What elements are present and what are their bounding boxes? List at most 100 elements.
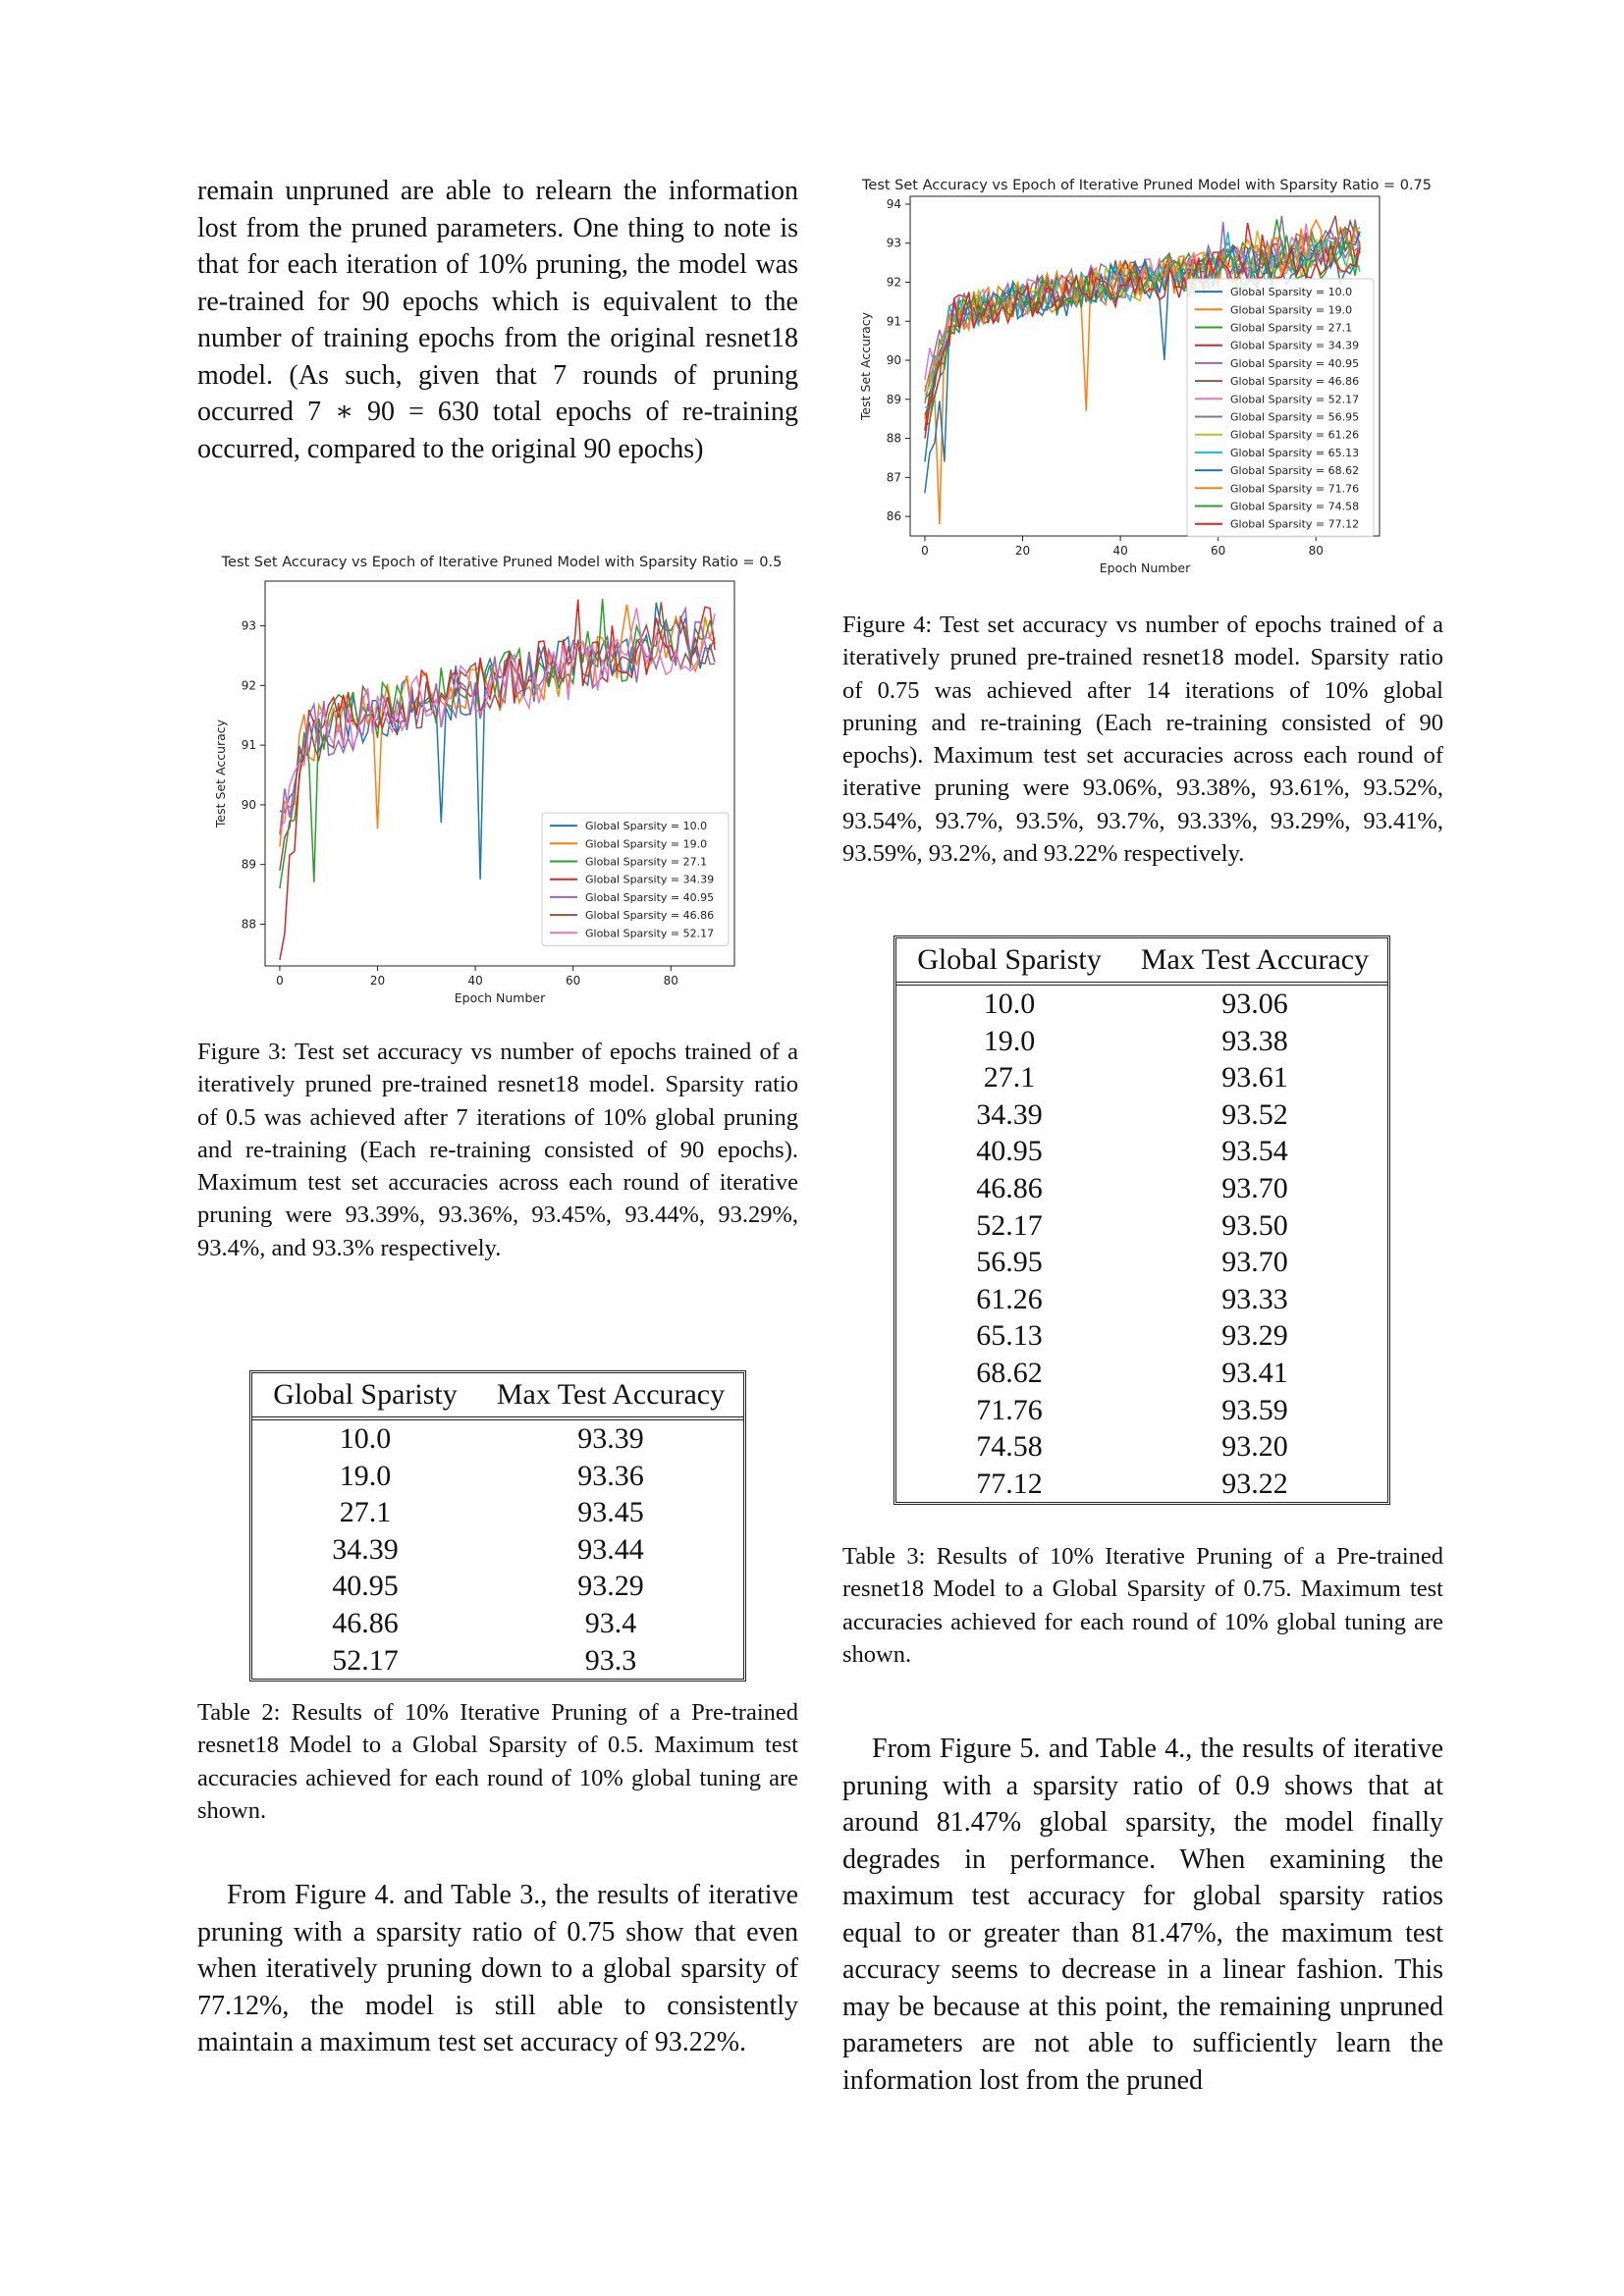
x-tick-label: 80 <box>664 974 678 988</box>
x-tick-label: 20 <box>370 974 385 988</box>
y-axis-label: Test Set Accuracy <box>213 719 228 828</box>
table-row: 34.39 93.52 <box>896 1096 1387 1134</box>
cell-sparsity: 46.86 <box>976 1171 1043 1204</box>
table-2-caption: Table 2: Results of 10% Iterative Prunin… <box>197 1696 798 1827</box>
cell-accuracy: 93.4 <box>584 1606 637 1639</box>
y-tick-label: 88 <box>242 917 256 931</box>
table-3-caption: Table 3: Results of 10% Iterative Prunin… <box>842 1540 1443 1671</box>
cell-sparsity: 40.95 <box>976 1135 1043 1168</box>
legend-box <box>541 812 730 946</box>
series-line <box>924 234 1361 439</box>
cell-accuracy: 93.52 <box>1221 1097 1288 1131</box>
legend-label: Global Sparsity = 19.0 <box>585 837 707 850</box>
cell-sparsity: 77.12 <box>976 1467 1043 1500</box>
table-row: 46.86 93.70 <box>896 1170 1387 1207</box>
legend-label: Global Sparsity = 40.95 <box>585 891 714 904</box>
series-line <box>279 608 716 829</box>
chart-title: Test Set Accuracy vs Epoch of Iterative … <box>861 178 1432 193</box>
x-tick-label: 60 <box>566 974 580 988</box>
cell-sparsity: 65.13 <box>976 1319 1043 1353</box>
table-row: 34.39 93.44 <box>252 1531 743 1569</box>
legend-label: Global Sparsity = 77.12 <box>1230 518 1359 531</box>
legend-label: Global Sparsity = 46.86 <box>1230 375 1359 388</box>
figure-3-caption: Figure 3: Test set accuracy vs number of… <box>197 1036 798 1264</box>
y-tick-label: 87 <box>887 470 901 484</box>
y-tick-label: 92 <box>887 275 901 289</box>
cell-accuracy: 93.33 <box>1221 1282 1288 1315</box>
cell-accuracy: 93.38 <box>1221 1024 1288 1057</box>
figure-3-chart: Test Set Accuracy vs Epoch of Iterative … <box>211 550 800 1011</box>
caption-text: Table 3: Results of 10% Iterative Prunin… <box>842 1543 1443 1668</box>
x-tick-label: 20 <box>1015 544 1030 558</box>
cell-sparsity: 52.17 <box>332 1643 399 1677</box>
table-row: 74.58 93.20 <box>896 1428 1387 1466</box>
left-column: remain unpruned are able to relearn the … <box>197 173 798 467</box>
plot-frame <box>909 195 1380 537</box>
cell-accuracy: 93.06 <box>1221 988 1288 1020</box>
series-line <box>924 218 1361 389</box>
legend-label: Global Sparsity = 19.0 <box>1230 303 1352 316</box>
cell-accuracy: 93.36 <box>577 1459 644 1492</box>
cell-sparsity: 34.39 <box>976 1097 1043 1131</box>
caption-text: Figure 4: Test set accuracy vs number of… <box>842 612 1443 868</box>
x-tick-label: 0 <box>921 544 929 558</box>
y-tick-label: 89 <box>242 858 256 872</box>
table-row: 77.12 93.22 <box>896 1466 1387 1503</box>
table-row: 61.26 93.33 <box>896 1281 1387 1318</box>
cell-accuracy: 93.3 <box>584 1643 637 1677</box>
legend-label: Global Sparsity = 34.39 <box>1230 340 1359 352</box>
legend-label: Global Sparsity = 52.17 <box>1230 393 1359 405</box>
table-row: 68.62 93.41 <box>896 1355 1387 1392</box>
legend-label: Global Sparsity = 56.95 <box>1230 411 1359 424</box>
table-header-accuracy: Max Test Accuracy <box>496 1378 726 1411</box>
cell-sparsity: 10.0 <box>983 988 1036 1020</box>
figure-4-caption: Figure 4: Test set accuracy vs number of… <box>842 609 1443 870</box>
y-tick-label: 86 <box>887 509 901 523</box>
x-axis-label: Epoch Number <box>455 990 546 1005</box>
legend-label: Global Sparsity = 10.0 <box>585 820 707 832</box>
x-tick-label: 0 <box>276 974 284 988</box>
cell-sparsity: 61.26 <box>976 1282 1043 1315</box>
y-tick-label: 90 <box>887 353 901 367</box>
y-tick-label: 93 <box>887 237 901 250</box>
table-row: 40.95 93.54 <box>896 1133 1387 1170</box>
cell-accuracy: 93.70 <box>1221 1171 1288 1204</box>
table-row: 27.1 93.45 <box>252 1494 743 1531</box>
cell-sparsity: 27.1 <box>339 1496 392 1529</box>
table-row: 19.0 93.36 <box>252 1458 743 1495</box>
figure-4-svg: Test Set Accuracy vs Epoch of Iterative … <box>858 178 1432 575</box>
table-2: Global Sparisty Max Test Accuracy 10.0 93… <box>249 1370 746 1682</box>
left-bottom-text: From Figure 4. and Table 3., the results… <box>197 1877 798 2061</box>
cell-sparsity: 19.0 <box>983 1024 1036 1057</box>
paragraph: remain unpruned are able to relearn the … <box>197 176 798 464</box>
cell-accuracy: 93.29 <box>1221 1319 1288 1353</box>
y-tick-label: 94 <box>887 197 901 211</box>
legend-label: Global Sparsity = 65.13 <box>1230 447 1359 459</box>
cell-sparsity: 74.58 <box>976 1430 1043 1464</box>
y-axis-label: Test Set Accuracy <box>858 311 873 421</box>
paragraph: From Figure 4. and Table 3., the results… <box>197 1880 798 2057</box>
x-axis-label: Epoch Number <box>1100 561 1191 575</box>
cell-sparsity: 52.17 <box>976 1208 1043 1242</box>
table-row: 40.95 93.29 <box>252 1568 743 1605</box>
y-tick-label: 93 <box>242 619 256 633</box>
table-row: 56.95 93.70 <box>896 1244 1387 1281</box>
cell-sparsity: 34.39 <box>332 1532 399 1566</box>
cell-accuracy: 93.39 <box>577 1422 644 1455</box>
cell-sparsity: 71.76 <box>976 1393 1043 1426</box>
right-bottom-text: From Figure 5. and Table 4., the results… <box>842 1731 1443 2099</box>
cell-accuracy: 93.22 <box>1221 1467 1288 1500</box>
legend-box <box>1186 278 1375 538</box>
table-row: 65.13 93.29 <box>896 1317 1387 1355</box>
cell-sparsity: 56.95 <box>976 1246 1043 1279</box>
cell-accuracy: 93.44 <box>577 1532 644 1566</box>
table-header-sparsity: Global Sparisty <box>917 943 1102 976</box>
cell-sparsity: 10.0 <box>339 1422 392 1455</box>
y-tick-label: 90 <box>242 798 256 812</box>
series-line <box>279 602 716 871</box>
x-tick-label: 40 <box>1112 544 1127 558</box>
figure-3-svg: Test Set Accuracy vs Epoch of Iterative … <box>213 555 782 1005</box>
cell-accuracy: 93.45 <box>577 1496 644 1529</box>
y-tick-label: 89 <box>887 393 901 406</box>
cell-accuracy: 93.50 <box>1221 1208 1288 1242</box>
